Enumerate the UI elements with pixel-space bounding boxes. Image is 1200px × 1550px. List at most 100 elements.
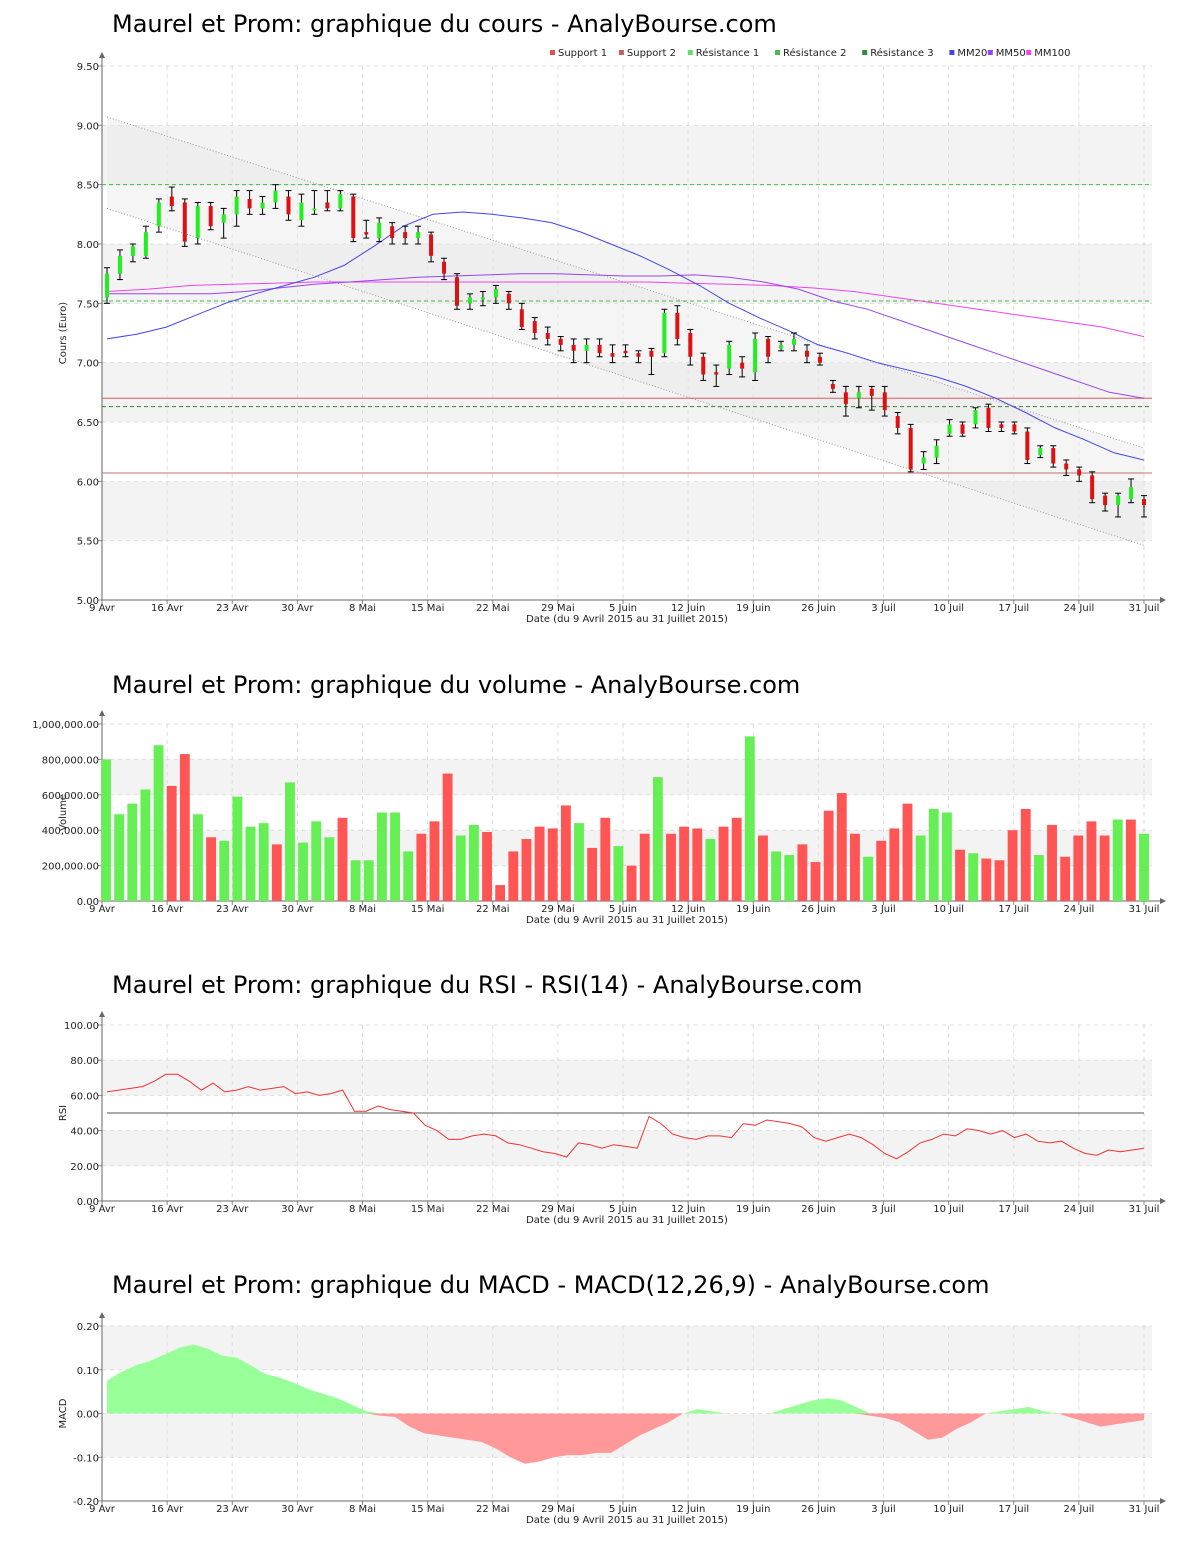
x-axis-arrow [1160,597,1166,603]
y-tick-label: 60.00 [70,1091,99,1102]
grid-band [102,1130,1152,1166]
candle-body [156,202,161,227]
y-tick-label: 600,000.00 [42,791,99,802]
y-axis-label: MACD [58,1398,69,1428]
x-axis-label: Date (du 9 Avril 2015 au 31 Juillet 2015… [526,1515,728,1526]
x-tick-label: 16 Avr [151,904,184,915]
x-axis-arrow [1160,1498,1166,1504]
candle-body [286,196,291,215]
x-tick-label: 16 Avr [151,1504,184,1515]
volume-bar [534,826,545,901]
x-tick-label: 17 Juil [998,603,1029,614]
candle-body [804,350,809,357]
legend-swatch [687,50,693,55]
x-tick-label: 23 Avr [216,1504,249,1515]
volume-bar [876,840,887,901]
volume-bar [455,835,466,901]
y-tick-label: 0.10 [77,1366,99,1377]
candle-body [234,196,239,215]
volume-bar [271,844,282,901]
volume-bar [101,759,111,901]
volume-bar [337,817,348,901]
x-tick-label: 5 Juin [609,1504,637,1515]
candle-body [973,410,978,425]
x-tick-label: 30 Avr [281,904,314,915]
x-tick-label: 31 Juil [1129,603,1160,614]
x-tick-label: 23 Avr [216,603,249,614]
volume-bar [219,840,230,901]
x-tick-label: 9 Avr [89,603,116,614]
x-tick-label: 22 Mai [476,603,509,614]
legend-swatch [550,50,555,55]
candle-body [1142,499,1146,506]
x-tick-label: 26 Juin [801,904,835,915]
volume-bar [324,837,335,901]
y-tick-label: 0.00 [77,1410,99,1421]
candle-body [714,372,719,375]
x-tick-label: 5 Juin [609,603,637,614]
volume-bar [416,833,427,901]
x-tick-label: 30 Avr [281,603,314,614]
legend-label: Résistance 3 [870,47,933,59]
volume-bar [1060,856,1071,901]
volume-bar [705,839,716,901]
x-tick-label: 24 Juil [1064,904,1095,915]
x-tick-label: 31 Juil [1129,1204,1160,1215]
grid-band [102,759,1152,795]
volume-bar [771,851,782,901]
candle-body [208,206,213,227]
volume-bar [232,796,243,901]
candle-body [1077,469,1082,476]
candle-body [506,293,511,304]
x-tick-label: 19 Juin [736,1504,770,1515]
candle-body [558,338,563,345]
candle-body [169,196,174,207]
x-tick-label: 5 Juin [609,1204,637,1215]
volume-bar [1125,819,1136,901]
candle-body [221,214,226,223]
x-tick-label: 23 Avr [216,904,249,915]
x-tick-label: 8 Mai [349,1504,376,1515]
volume-bar [140,789,151,901]
grid-band [102,244,1152,304]
volume-bar [1007,830,1018,901]
volume-bar [744,736,755,901]
x-tick-label: 22 Mai [476,904,509,915]
x-tick-label: 15 Mai [411,1504,444,1515]
candle-body [792,338,797,345]
candle-body [403,232,408,239]
candle-body [273,190,278,203]
volume-bar [350,860,361,901]
volume-bar [600,817,611,901]
x-tick-label: 19 Juin [736,1204,770,1215]
x-tick-label: 17 Juil [998,1204,1029,1215]
volume-bar [508,851,519,901]
volume-bar [955,849,965,901]
candle-body [1038,448,1043,456]
macd-chart-title: Maurel et Prom: graphique du MACD - MACD… [112,1271,990,1299]
y-axis-label: Volume [58,794,69,831]
candle-body [701,356,706,375]
candle-body [610,353,615,357]
y-tick-label: 7.00 [77,359,99,370]
legend-swatch [862,50,868,55]
candle-body [1025,431,1030,460]
x-tick-label: 8 Mai [349,1204,376,1215]
mm20-line [106,211,1145,461]
volume-bar [390,812,400,901]
candle-body [895,416,900,428]
legend-label: Support 2 [627,48,676,59]
y-tick-label: 0.00 [77,897,99,908]
y-tick-label: 5.00 [77,596,99,607]
x-tick-label: 10 Juil [933,603,964,614]
x-tick-label: 19 Juin [736,603,770,614]
candle-body [843,392,848,405]
macd-negative-area [107,1413,1144,1464]
x-tick-label: 15 Mai [411,1204,444,1215]
candle-body [921,457,926,464]
candle-body [312,208,317,211]
x-tick-label: 29 Mai [541,904,574,915]
candle-body [636,353,641,357]
candle-body [597,344,602,354]
x-tick-label: 15 Mai [411,904,444,915]
